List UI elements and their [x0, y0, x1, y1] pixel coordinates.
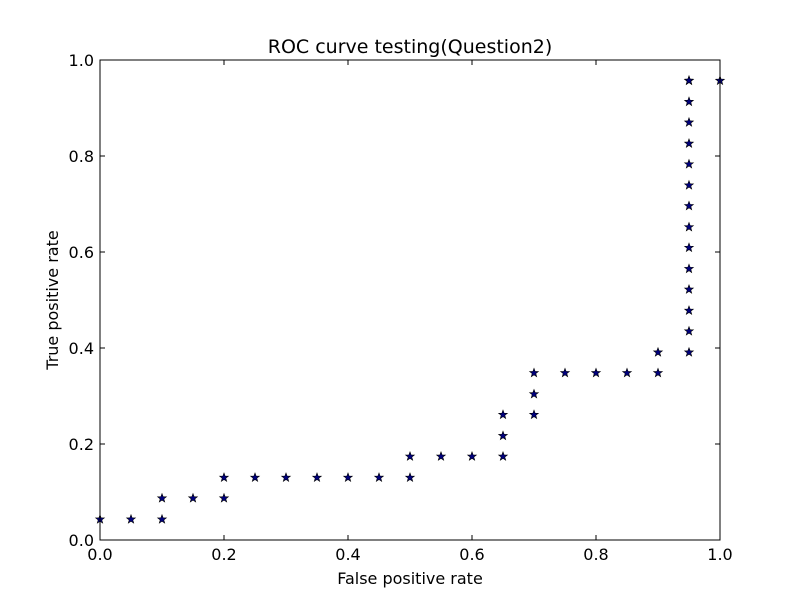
data-point	[652, 346, 664, 357]
data-point	[683, 96, 695, 107]
data-point	[683, 325, 695, 336]
x-tick-label: 0.0	[87, 545, 112, 564]
data-point	[652, 367, 664, 378]
data-point	[528, 367, 540, 378]
data-point	[528, 409, 540, 420]
data-point	[683, 263, 695, 274]
y-tick-label: 0.0	[69, 531, 94, 550]
x-tick-label: 1.0	[707, 545, 732, 564]
data-point	[497, 430, 509, 441]
axis-ticks: 0.0 0.2 0.4 0.6 0.8 1.0 0.0 0.2 0.4 0.6 0.8 1.0	[69, 51, 733, 564]
data-point	[156, 513, 168, 524]
data-point	[404, 472, 416, 483]
data-point	[218, 472, 230, 483]
data-point	[683, 346, 695, 357]
data-point	[683, 283, 695, 294]
y-tick-label: 0.8	[69, 147, 94, 166]
data-point	[373, 472, 385, 483]
data-point	[683, 116, 695, 127]
data-point	[249, 472, 261, 483]
y-tick-label: 1.0	[69, 51, 94, 70]
x-axis-label: False positive rate	[337, 569, 483, 588]
data-point	[497, 409, 509, 420]
data-point	[404, 451, 416, 461]
y-tick-label: 0.4	[69, 339, 94, 358]
data-point	[590, 367, 602, 378]
data-point	[187, 492, 199, 503]
y-axis-label: True positive rate	[43, 230, 62, 370]
data-point	[311, 472, 323, 483]
data-point	[466, 451, 478, 461]
data-point	[683, 305, 695, 315]
data-point	[683, 242, 695, 253]
x-tick-label: 0.6	[459, 545, 484, 564]
data-point	[683, 221, 695, 232]
data-point	[218, 492, 230, 503]
data-point	[435, 451, 447, 461]
data-point	[683, 200, 695, 211]
y-tick-label: 0.6	[69, 243, 94, 262]
data-point	[683, 158, 695, 169]
data-point	[683, 179, 695, 190]
chart-title: ROC curve testing(Question2)	[268, 36, 553, 58]
data-point	[125, 513, 137, 524]
plot-frame	[99, 59, 721, 541]
x-tick-label: 0.2	[211, 545, 236, 564]
data-point	[280, 472, 292, 483]
data-point	[683, 75, 695, 86]
data-point	[497, 451, 509, 461]
data-point	[683, 138, 695, 148]
data-point	[621, 367, 633, 378]
data-point	[342, 472, 354, 483]
x-tick-label: 0.8	[583, 545, 608, 564]
data-point	[559, 367, 571, 378]
y-tick-label: 0.2	[69, 435, 94, 454]
data-point	[156, 492, 168, 503]
x-tick-label: 0.4	[335, 545, 360, 564]
data-points	[94, 75, 726, 524]
data-point	[528, 388, 540, 399]
